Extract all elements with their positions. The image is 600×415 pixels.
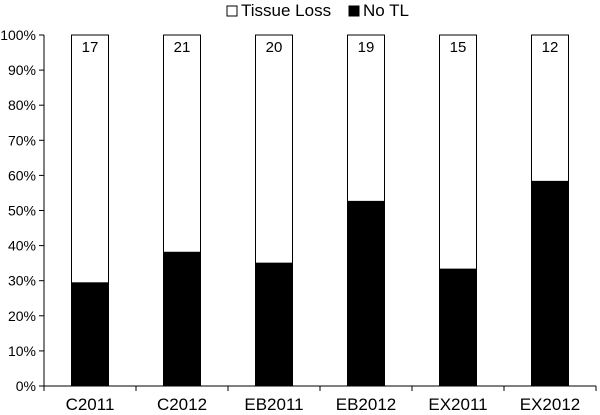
bar-tissue-loss: [347, 34, 385, 202]
y-tick-label: 40%: [8, 238, 36, 254]
bar-count-label: 19: [358, 39, 375, 56]
bar-no-tl: [163, 251, 201, 387]
bar-tissue-loss: [531, 34, 569, 182]
bar-tissue-loss: [439, 34, 477, 270]
bar-tissue-loss: [163, 34, 201, 253]
y-tick-label: 60%: [8, 167, 36, 183]
y-tick-label: 0%: [16, 378, 36, 394]
y-tick-label: 80%: [8, 97, 36, 113]
bar-no-tl: [255, 262, 293, 387]
legend-swatch-no-tl: [348, 5, 360, 17]
bar-count-label: 12: [542, 39, 559, 56]
x-category-label: EX2011: [428, 395, 487, 414]
bar-count-label: 20: [266, 39, 283, 56]
y-tick-label: 30%: [8, 273, 36, 289]
x-category-label: C2011: [66, 395, 115, 414]
y-tick-label: 10%: [8, 343, 36, 359]
bar-no-tl: [347, 200, 385, 387]
bar-no-tl: [439, 268, 477, 387]
legend-label-no-tl: No TL: [363, 1, 409, 20]
bar-count-label: 21: [174, 39, 191, 56]
plot-area: 0% 10% 20% 30% 40% 50% 60% 70% 80% 90% 100% 17 C2011…: [0, 27, 597, 414]
y-tick-label: 90%: [8, 62, 36, 78]
y-tick-label: 100%: [0, 27, 36, 43]
y-tick-label: 50%: [8, 203, 36, 219]
bar-tissue-loss: [71, 34, 109, 284]
bar-no-tl: [531, 180, 569, 387]
legend-swatch-tissue-loss: [226, 5, 238, 17]
bar-count-label: 15: [450, 39, 467, 56]
y-tick-label: 70%: [8, 132, 36, 148]
bar-no-tl: [71, 282, 109, 387]
legend: Tissue Loss No TL: [226, 1, 409, 20]
x-category-label: EB2011: [244, 395, 303, 414]
x-category-label: EB2012: [336, 395, 397, 414]
x-category-label: C2012: [157, 395, 207, 414]
x-category-label: EX2012: [520, 395, 581, 414]
bar-tissue-loss: [255, 34, 293, 264]
legend-label-tissue-loss: Tissue Loss: [241, 1, 331, 20]
y-tick-label: 20%: [8, 308, 36, 324]
bar-count-label: 17: [82, 39, 99, 56]
